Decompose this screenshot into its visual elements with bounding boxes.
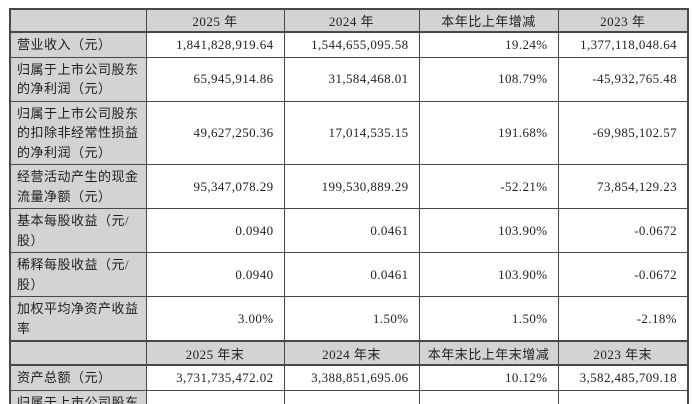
table-row-weighted-avg-roe: 加权平均净资产收益率 3.00% 1.50% 1.50% -2.18% bbox=[9, 296, 689, 342]
value-2023: -0.0672 bbox=[557, 252, 689, 297]
section2-col-header-yoy-end-change: 本年末比上年末增减 bbox=[418, 340, 559, 366]
table-row-net-profit: 归属于上市公司股东的净利润（元） 65,945,914.86 31,584,46… bbox=[9, 56, 689, 102]
value-2023: -69,985,102.57 bbox=[557, 100, 689, 165]
table-row-operating-revenue: 营业收入（元） 1,841,828,919.64 1,544,655,095.5… bbox=[9, 31, 689, 58]
value-yoy-change: 108.79% bbox=[418, 56, 559, 102]
value-2024-end: 3,388,851,695.06 bbox=[283, 364, 420, 391]
value-2024: 0.0461 bbox=[283, 252, 420, 297]
row-label: 归属于上市公司股东的净利润（元） bbox=[9, 56, 147, 102]
financial-summary-table: 2025 年 2024 年 本年比上年增减 2023 年 营业收入（元） 1,8… bbox=[9, 8, 689, 404]
value-yoy-change: 191.68% bbox=[418, 100, 559, 165]
value-2023: 1,377,118,048.64 bbox=[557, 31, 689, 58]
value-2024: 199,530,889.29 bbox=[283, 164, 420, 209]
row-label: 资产总额（元） bbox=[9, 364, 147, 391]
section2-header-row: 2025 年末 2024 年末 本年末比上年末增减 2023 年末 bbox=[9, 340, 689, 366]
table-row-net-assets: 归属于上市公司股东的净资产（元） 2,254,710,758.98 2,132,… bbox=[9, 389, 689, 404]
section1-col-header-2025: 2025 年 bbox=[145, 8, 285, 33]
section1-col-header-2023: 2023 年 bbox=[557, 8, 689, 33]
section2-col-header-2024-end: 2024 年末 bbox=[283, 340, 420, 366]
section1-corner-cell bbox=[9, 8, 147, 33]
table-row-operating-cash-flow: 经营活动产生的现金流量净额（元） 95,347,078.29 199,530,8… bbox=[9, 164, 689, 209]
value-2025: 0.0940 bbox=[145, 252, 285, 297]
row-label: 归属于上市公司股东的净资产（元） bbox=[9, 389, 147, 404]
value-2025: 95,347,078.29 bbox=[145, 164, 285, 209]
value-2024: 1.50% bbox=[283, 296, 420, 342]
value-2025-end: 2,254,710,758.98 bbox=[145, 389, 285, 404]
value-yoy-change: 1.50% bbox=[418, 296, 559, 342]
value-yoy-change: 19.24% bbox=[418, 31, 559, 58]
section1-header-row: 2025 年 2024 年 本年比上年增减 2023 年 bbox=[9, 8, 689, 33]
value-2025: 49,627,250.36 bbox=[145, 100, 285, 165]
row-label: 基本每股收益（元/股） bbox=[9, 208, 147, 253]
table-row-net-profit-excl-nonrecurring: 归属于上市公司股东的扣除非经常性损益的净利润（元） 49,627,250.36 … bbox=[9, 100, 689, 165]
row-label: 稀释每股收益（元/股） bbox=[9, 252, 147, 297]
value-2025: 0.0940 bbox=[145, 208, 285, 253]
section2-corner-cell bbox=[9, 340, 147, 366]
value-2024: 31,584,468.01 bbox=[283, 56, 420, 102]
value-2023: -2.18% bbox=[557, 296, 689, 342]
table-row-diluted-eps: 稀释每股收益（元/股） 0.0940 0.0461 103.90% -0.067… bbox=[9, 252, 689, 297]
value-2025: 1,841,828,919.64 bbox=[145, 31, 285, 58]
row-label: 归属于上市公司股东的扣除非经常性损益的净利润（元） bbox=[9, 100, 147, 165]
value-2023: 73,854,129.23 bbox=[557, 164, 689, 209]
section1-col-header-yoy-change: 本年比上年增减 bbox=[418, 8, 559, 33]
value-yoy-change: -52.21% bbox=[418, 164, 559, 209]
value-2025: 65,945,914.86 bbox=[145, 56, 285, 102]
value-2023: -0.0672 bbox=[557, 208, 689, 253]
row-label: 经营活动产生的现金流量净额（元） bbox=[9, 164, 147, 209]
row-label: 营业收入（元） bbox=[9, 31, 147, 58]
value-yoy-end-change: 10.12% bbox=[418, 364, 559, 391]
row-label: 加权平均净资产收益率 bbox=[9, 296, 147, 342]
section2-col-header-2025-end: 2025 年末 bbox=[145, 340, 285, 366]
value-yoy-change: 103.90% bbox=[418, 208, 559, 253]
value-2025-end: 3,731,735,472.02 bbox=[145, 364, 285, 391]
value-yoy-change: 103.90% bbox=[418, 252, 559, 297]
value-2024: 17,014,535.15 bbox=[283, 100, 420, 165]
value-yoy-end-change: 5.73% bbox=[418, 389, 559, 404]
value-2024: 0.0461 bbox=[283, 208, 420, 253]
table-row-total-assets: 资产总额（元） 3,731,735,472.02 3,388,851,695.0… bbox=[9, 364, 689, 391]
section2-col-header-2023-end: 2023 年末 bbox=[557, 340, 689, 366]
value-2023-end: 2,081,383,774.07 bbox=[557, 389, 689, 404]
value-2024: 1,544,655,095.58 bbox=[283, 31, 420, 58]
table-row-basic-eps: 基本每股收益（元/股） 0.0940 0.0461 103.90% -0.067… bbox=[9, 208, 689, 253]
value-2025: 3.00% bbox=[145, 296, 285, 342]
value-2023: -45,932,765.48 bbox=[557, 56, 689, 102]
section1-col-header-2024: 2024 年 bbox=[283, 8, 420, 33]
value-2024-end: 2,132,437,737.68 bbox=[283, 389, 420, 404]
value-2023-end: 3,582,485,709.18 bbox=[557, 364, 689, 391]
